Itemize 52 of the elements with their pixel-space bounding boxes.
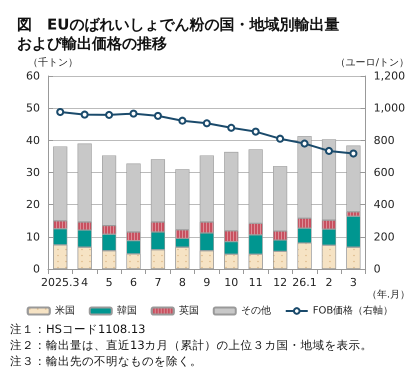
point (178, 116, 186, 125)
chart-title: 図 EUのばれいしょでん粉の国・地域別輸出量および輸出価格の推移 (17, 16, 340, 52)
point (300, 140, 309, 148)
point (324, 146, 333, 155)
point (105, 110, 114, 119)
y-tick-label: 30 (26, 166, 40, 179)
point (80, 110, 89, 119)
y2-tick-label: 1,200 (374, 70, 406, 82)
legend-label: 韓国 (116, 304, 137, 316)
y-tick-label: 50 (26, 102, 40, 115)
point (130, 110, 138, 118)
x-tick-label: 5 (106, 276, 113, 289)
y-tick-label: 20 (26, 198, 40, 212)
legend-label: 英国 (178, 304, 199, 316)
point (349, 150, 358, 158)
text: 注３：輸出先の不明なものを除く。 (10, 354, 202, 368)
point (154, 112, 162, 120)
y2-tick-label: 400 (374, 198, 395, 212)
x-tick-label: 10 (224, 276, 238, 289)
x-tick-label: 4 (81, 276, 88, 289)
x-tick-label: 2025.3 (40, 276, 80, 289)
x-tick-label: 8 (178, 276, 186, 289)
legend-label: その他 (240, 304, 271, 316)
y-tick-label: 60 (26, 70, 40, 82)
y2-tick-label: 600 (374, 166, 395, 179)
x-tick-label: 2 (325, 276, 332, 289)
legend-label: 米国 (54, 304, 75, 316)
x-tick-label: 11 (248, 276, 263, 289)
x-tick-label: 6 (130, 276, 138, 289)
legend-label: FOB価格（右軸） (312, 304, 394, 316)
x-tick-label: 12 (273, 276, 288, 289)
y2-tick-label: 800 (374, 134, 395, 147)
text: 注１：HSコード1108.13 (10, 322, 146, 336)
y-axis-title: （千トン） (28, 56, 78, 68)
x-tick-label: 7 (154, 276, 162, 289)
y2-tick-label: 0 (374, 262, 381, 276)
y2-tick-label: 200 (374, 230, 395, 244)
point (202, 119, 211, 128)
y2-tick-label: 1,000 (374, 102, 406, 115)
point (56, 108, 64, 116)
y2-axis-title: （ユーロ/トン） (336, 58, 410, 68)
x-tick-label: 9 (203, 276, 210, 289)
point (252, 128, 260, 136)
x-tick-label: 26.1 (292, 276, 317, 289)
x-axis-title: （年.月） (366, 288, 410, 300)
point (227, 124, 236, 132)
point (276, 134, 284, 143)
y-tick-label: 40 (26, 134, 40, 147)
y-tick-label: 0 (33, 262, 40, 276)
y-tick-label: 10 (26, 230, 40, 244)
x-tick-label: 3 (350, 276, 357, 289)
text: 注２：輸出量は、直近13カ月（累計）の上位３カ国・地域を表示。 (10, 338, 373, 352)
